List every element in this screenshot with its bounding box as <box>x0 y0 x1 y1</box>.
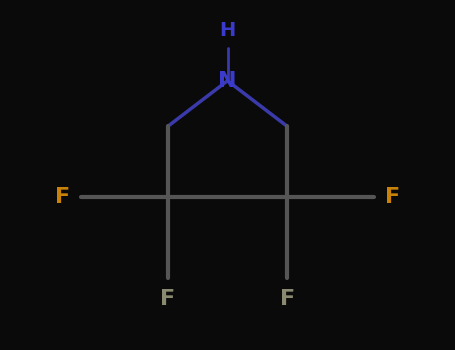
Text: F: F <box>279 289 295 309</box>
Text: F: F <box>56 187 71 206</box>
Text: F: F <box>384 187 399 206</box>
Text: H: H <box>219 21 236 40</box>
Text: F: F <box>160 289 176 309</box>
Text: N: N <box>218 71 237 91</box>
